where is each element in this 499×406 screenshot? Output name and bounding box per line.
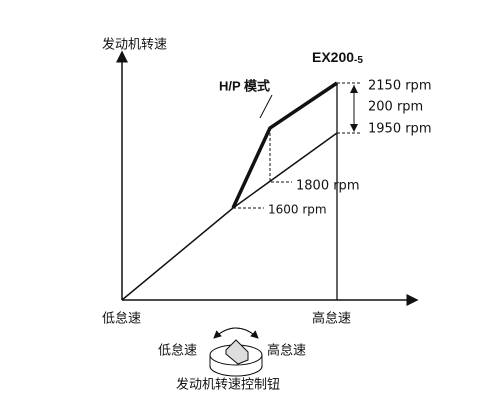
rpm-label: 1950 rpm	[368, 122, 431, 137]
rpm-label: 1800 rpm	[296, 179, 359, 194]
model-name: EX200	[312, 49, 354, 65]
guide-1800	[269, 128, 292, 183]
normal-line	[121, 132, 338, 301]
dial-caption: 发动机转速控制钮	[176, 377, 280, 393]
x-axis-label: 高怠速	[312, 311, 351, 327]
dial-left-label: 低怠速	[158, 343, 197, 359]
rpm-label: 200 rpm	[368, 100, 423, 115]
model-suffix: -5	[354, 55, 363, 66]
dial-icon	[209, 327, 263, 377]
rpm-label: 1600 rpm	[268, 203, 327, 217]
mode-leader	[259, 94, 273, 119]
model: EX200-5	[312, 49, 363, 66]
dial-right-label: 高怠速	[267, 343, 306, 359]
x-axis-label: 低怠速	[102, 311, 141, 327]
mode-label: H/P 模式	[219, 78, 270, 93]
rpm-label: 2150 rpm	[368, 79, 431, 94]
y-axis-label: 发动机转速	[102, 37, 167, 53]
